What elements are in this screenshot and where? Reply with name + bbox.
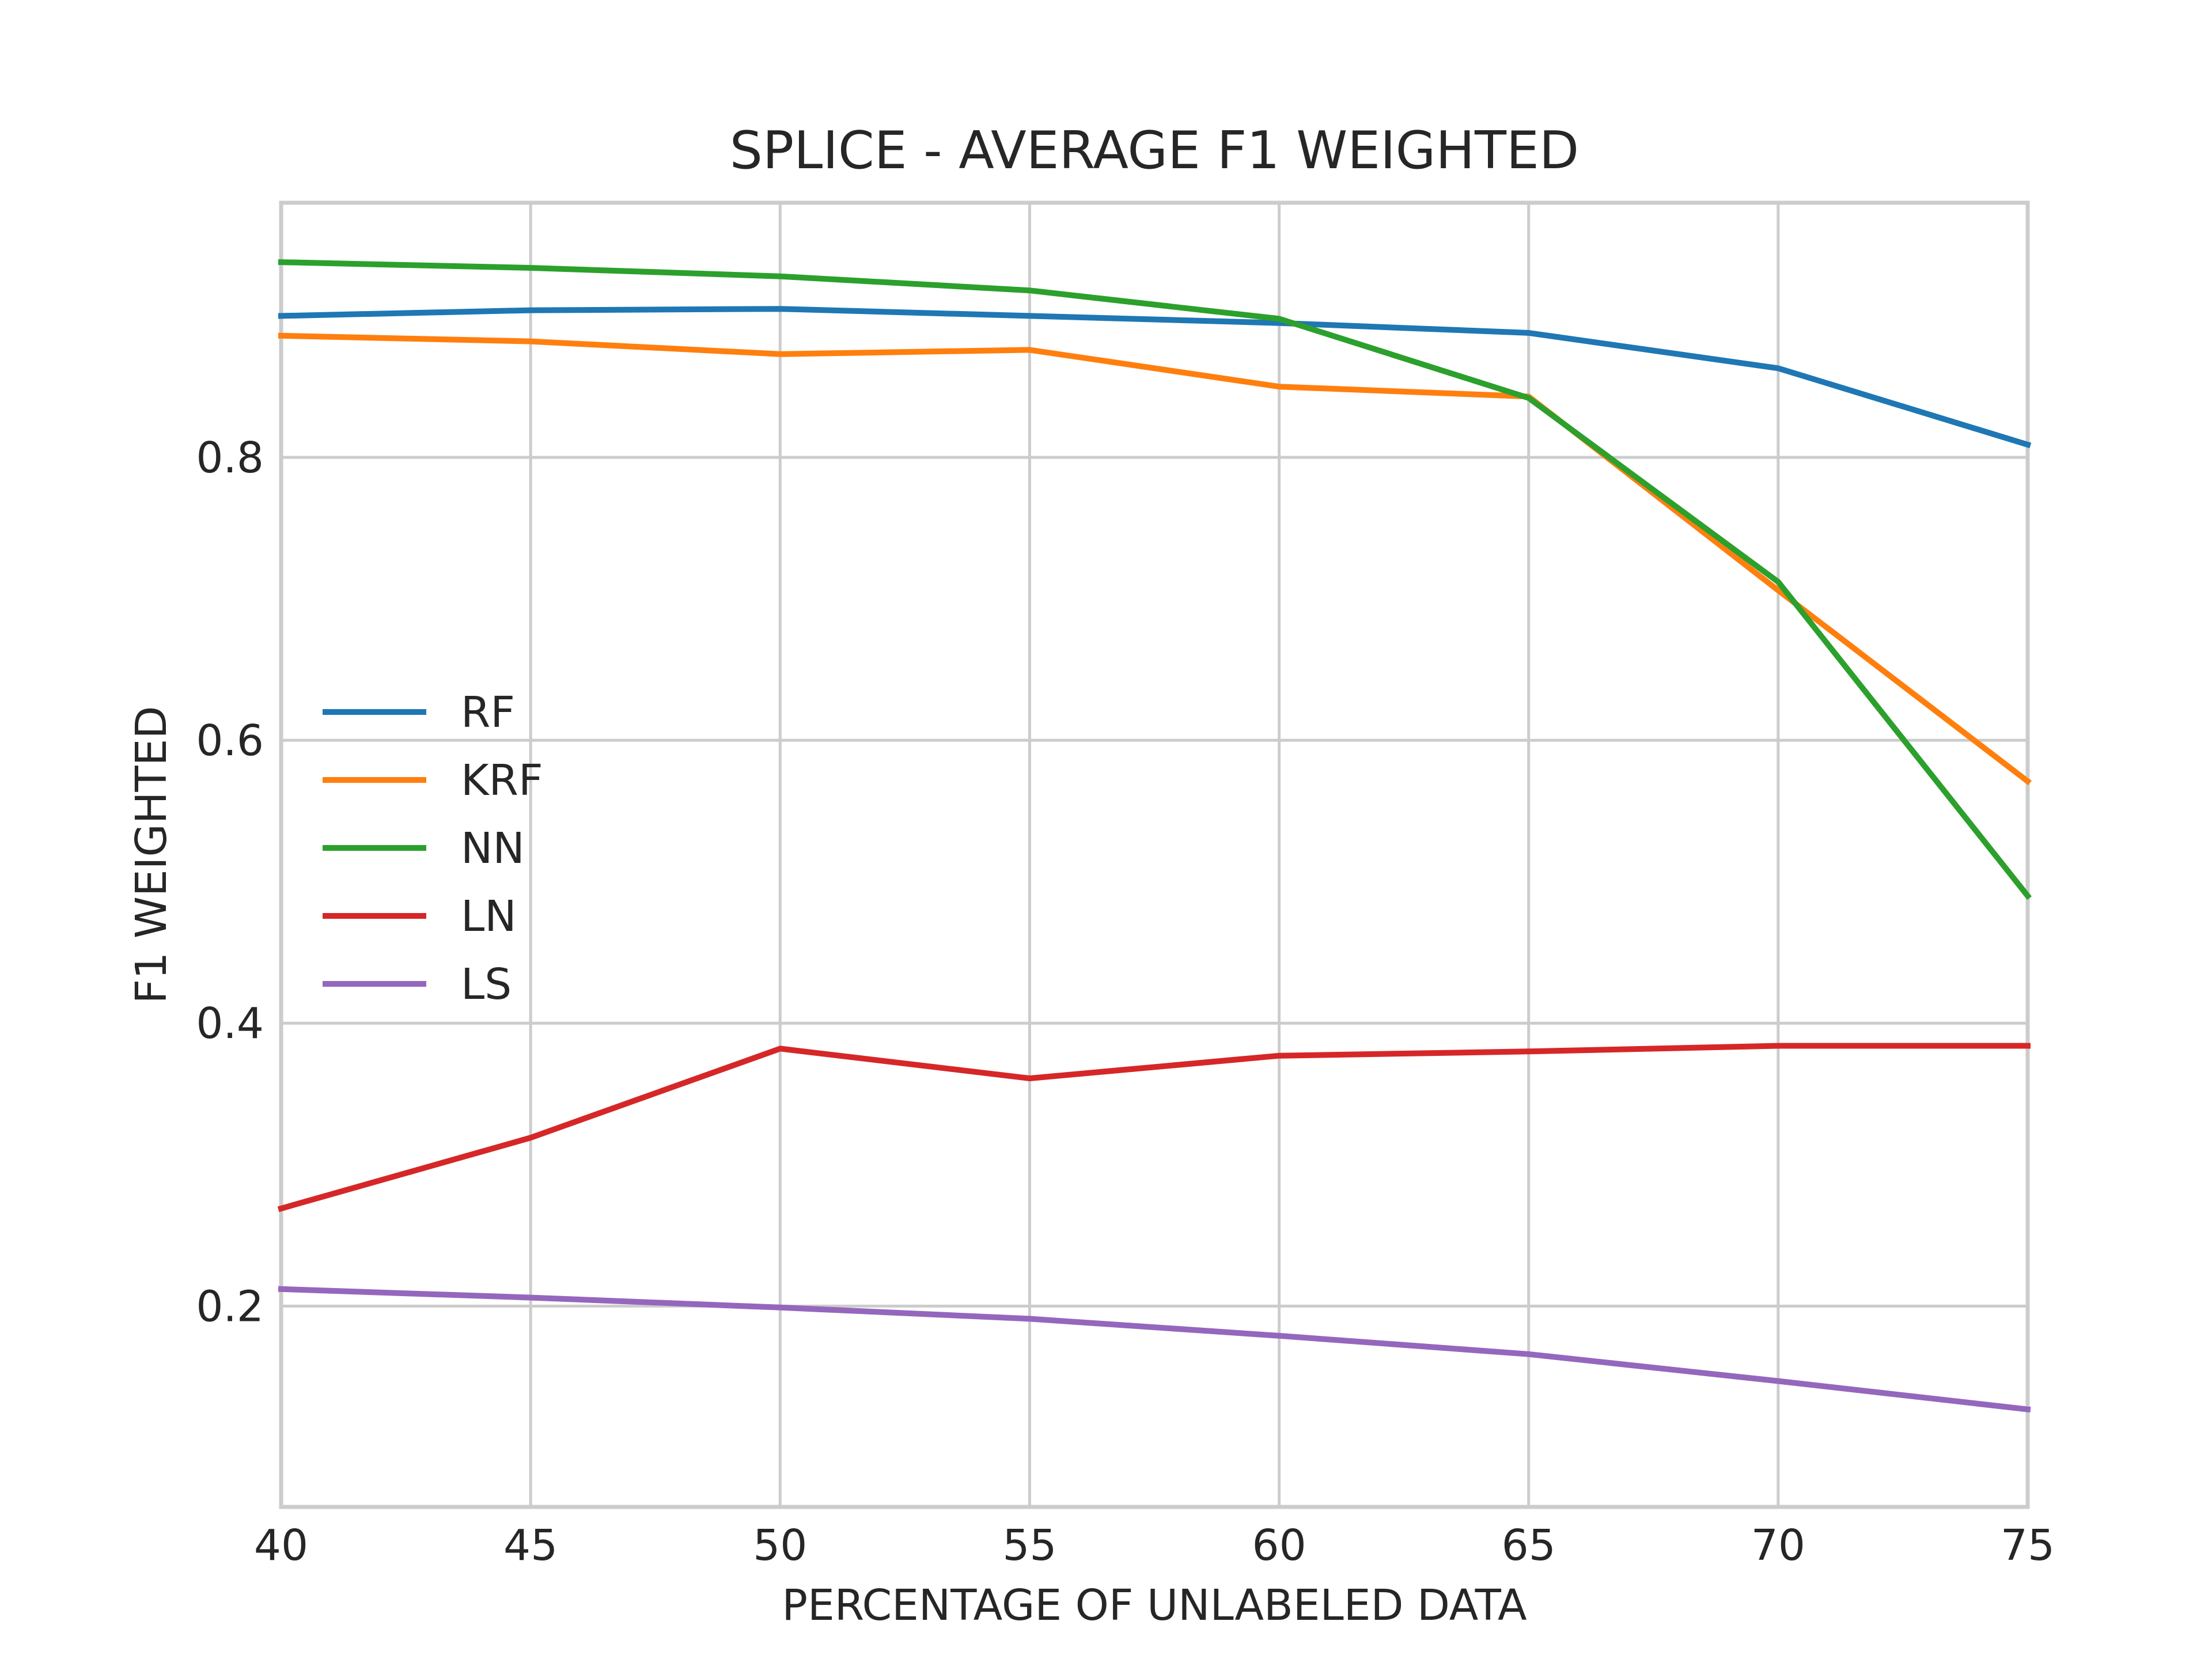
- x-axis-label: PERCENTAGE OF UNLABELED DATA: [782, 1581, 1527, 1630]
- series-line-krf: [278, 332, 2032, 786]
- x-axis-ticks: 40 45 50 55 60 65 70 75: [254, 1521, 2055, 1570]
- y-tick-label: 0.2: [196, 1282, 264, 1331]
- legend-label-rf: RF: [461, 688, 515, 737]
- legend-label-ln: LN: [461, 892, 517, 941]
- y-tick-label: 0.6: [196, 716, 264, 766]
- x-tick-label: 60: [1252, 1521, 1306, 1570]
- series-lines: [277, 259, 2032, 1413]
- series-line-nn: [278, 259, 2032, 900]
- legend-label-ls: LS: [461, 960, 512, 1009]
- plot-frame: [279, 200, 2030, 1509]
- y-axis-ticks: 0.2 0.4 0.6 0.8: [196, 433, 264, 1331]
- x-tick-label: 45: [503, 1521, 558, 1570]
- grid: [279, 203, 2029, 1507]
- y-tick-label: 0.4: [196, 999, 264, 1048]
- y-axis-label: F1 WEIGHTED: [127, 706, 176, 1004]
- series-line-ln: [277, 1043, 2031, 1213]
- x-tick-label: 65: [1502, 1521, 1556, 1570]
- legend: RF KRF NN LN LS: [323, 688, 543, 1009]
- y-tick-label: 0.8: [196, 433, 264, 483]
- legend-label-nn: NN: [461, 824, 525, 873]
- x-tick-label: 40: [254, 1521, 308, 1570]
- x-tick-label: 55: [1002, 1521, 1056, 1570]
- x-tick-label: 70: [1751, 1521, 1805, 1570]
- series-line-rf: [278, 306, 2032, 449]
- chart-title: SPLICE - AVERAGE F1 WEIGHTED: [730, 120, 1579, 181]
- x-tick-label: 75: [2001, 1521, 2055, 1570]
- x-tick-label: 50: [753, 1521, 807, 1570]
- legend-label-krf: KRF: [461, 756, 543, 805]
- series-line-ls: [278, 1286, 2031, 1413]
